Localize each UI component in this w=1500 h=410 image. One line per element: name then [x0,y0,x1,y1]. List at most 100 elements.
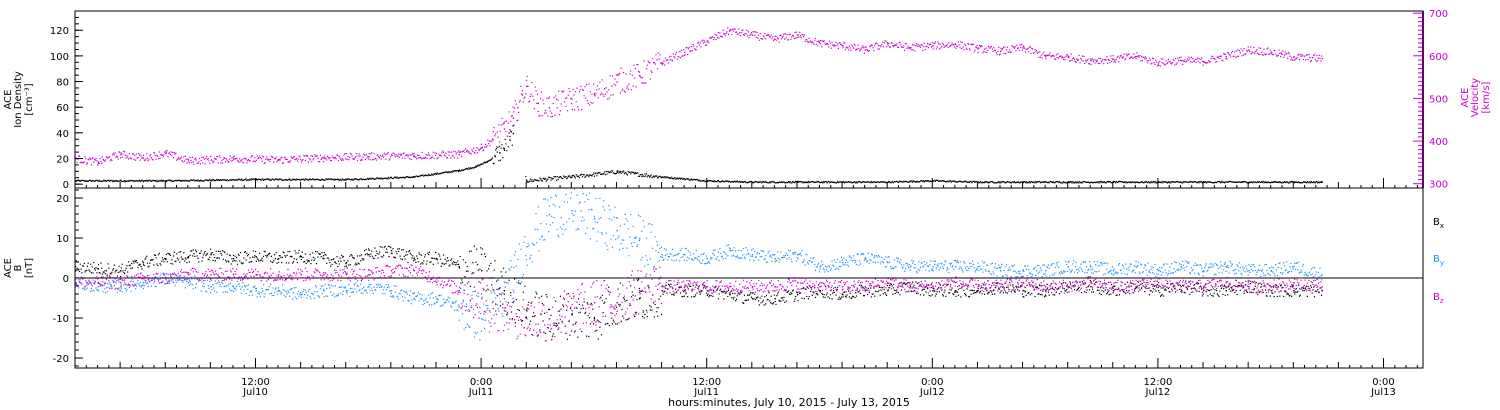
density-point [661,176,663,178]
bz-point [390,270,393,272]
velocity-point [887,43,889,45]
bz-point [278,274,280,276]
velocity-point [571,98,573,100]
bx-point [232,258,235,260]
bz-point [887,282,889,284]
bx-point [796,294,799,296]
magnetic-field-series [75,188,1323,342]
bx-point [1112,290,1115,292]
by-point [323,290,325,292]
velocity-point [120,153,122,156]
by-point [616,230,618,232]
density-tick-label: 100 [50,52,69,63]
bz-point [1022,282,1024,284]
by-point [977,266,979,268]
velocity-point [909,47,912,49]
density-point [512,132,515,135]
density-point [486,161,489,163]
bx-point [571,314,573,316]
velocity-point [774,38,776,41]
density-point [977,181,979,183]
velocity-point [278,159,280,161]
bz-point [639,290,641,292]
velocity-point [954,43,957,46]
by-point [842,262,844,264]
b-tick-label: 20 [56,194,69,205]
by-point [1180,266,1182,268]
density-point [887,181,889,183]
bz-point [1270,286,1273,288]
bz-point [142,278,145,280]
velocity-axis-label-line-2: Velocity [1470,78,1481,117]
by-point [436,298,438,300]
time-axis-title: hours:minutes, July 10, 2015 - July 13, … [668,396,910,409]
bx-point [932,290,934,292]
velocity-point [1293,56,1295,58]
velocity-axis-label-line-1: ACE [1460,88,1471,108]
density-point [1022,181,1024,183]
density-tick-label: 20 [56,155,69,166]
bx-point [954,290,957,292]
density-point [255,179,257,181]
bz-point [255,274,257,276]
bz-point [1135,286,1137,288]
date-tick-label: Jul10 [242,387,268,398]
velocity-point [492,139,494,141]
bx-point [1157,290,1160,292]
velocity-point [521,94,524,96]
bx-point [413,258,415,260]
bz-point [1248,286,1250,288]
velocity-point [1248,49,1250,51]
time-tick-label: 0:00 [1372,377,1394,388]
b-axis-label-line-1: ACE [3,258,14,278]
bx-point [887,290,889,292]
by-point [571,210,573,212]
density-tick-label: 120 [50,26,69,37]
by-point [458,306,460,308]
density-velocity-series [75,27,1323,184]
by-point [390,290,393,292]
bz-point [729,286,731,288]
bz-point [954,282,957,284]
by-point [232,286,235,288]
bz-point [1293,282,1295,284]
velocity-series [75,27,1323,166]
velocity-point [593,94,596,96]
bz-point [165,278,167,280]
velocity-point [1135,55,1137,58]
bz-point [796,282,799,284]
bz-point [1067,286,1070,288]
bz-point [345,274,348,276]
bx-point [210,254,212,256]
density-point [616,171,618,173]
velocity-point [661,62,663,64]
date-tick-label: Jul11 [693,387,719,398]
bz-point [436,278,438,280]
velocity-point [165,153,167,155]
density-point [1067,181,1070,183]
velocity-point [97,161,99,163]
velocity-point [413,155,415,157]
legend-by: By [1433,254,1444,267]
bz-point [1045,286,1047,288]
bz-point [571,310,573,312]
velocity-point [1180,60,1182,62]
bz-point [864,286,866,288]
bx-point [75,266,77,268]
bx-point [97,268,99,270]
magnetic-field-panel: -20 -10 0 10 20 ACE B [nT] Bx By Bz [3,187,1444,369]
density-velocity-panel: 0 20 40 60 80 100 120 300 400 500 600 700 ACE Ion … [3,9,1492,191]
by-point [932,266,934,268]
velocity-tick-label: 500 [1429,94,1448,105]
bz-point [684,286,686,288]
bz-point [232,274,235,276]
density-axis-label-line-2: Ion Density [13,71,24,128]
bx-point [593,318,596,320]
legend-bz: Bz [1433,292,1444,305]
by-point [774,258,776,260]
density-tick-label: 40 [56,129,69,140]
bx-point [481,270,483,272]
b-axis-label-line-3: [nT] [24,258,35,278]
date-tick-label: Jul11 [468,387,494,398]
velocity-point [1090,60,1092,62]
